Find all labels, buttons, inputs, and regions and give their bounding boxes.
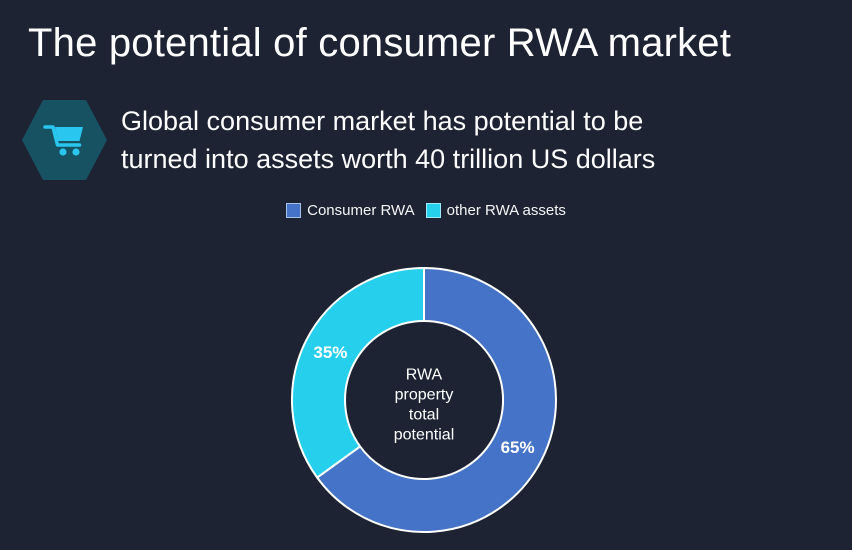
page-title: The potential of consumer RWA market <box>28 21 732 65</box>
legend-item-other-rwa: other RWA assets <box>425 201 566 219</box>
chart-legend: Consumer RWA other RWA assets <box>0 200 852 220</box>
slice-label-0: 65% <box>501 438 535 457</box>
slide-subtitle: Global consumer market has potential to … <box>121 102 655 178</box>
cart-glyph <box>43 125 83 156</box>
subtitle-line-1: Global consumer market has potential to … <box>121 106 644 136</box>
legend-swatch-other-rwa <box>425 202 441 218</box>
donut-slice-0 <box>316 267 557 533</box>
legend-item-consumer-rwa: Consumer RWA <box>286 202 415 219</box>
donut-center-label-line-2: total <box>409 407 439 424</box>
donut-center-label-line-0: RWA <box>406 367 443 384</box>
legend-swatch-consumer-rwa <box>286 202 302 218</box>
shopping-cart-icon <box>22 100 107 180</box>
legend-label-other-rwa: other RWA assets <box>446 201 566 219</box>
slice-label-1: 35% <box>313 343 347 362</box>
legend-label-consumer-rwa: Consumer RWA <box>307 201 415 219</box>
donut-slice-1 <box>290 267 425 479</box>
donut-center-label-line-1: property <box>395 387 454 404</box>
subtitle-line-2: turned into assets worth 40 trillion US … <box>121 144 656 174</box>
donut-center-label-line-3: potential <box>394 427 455 444</box>
